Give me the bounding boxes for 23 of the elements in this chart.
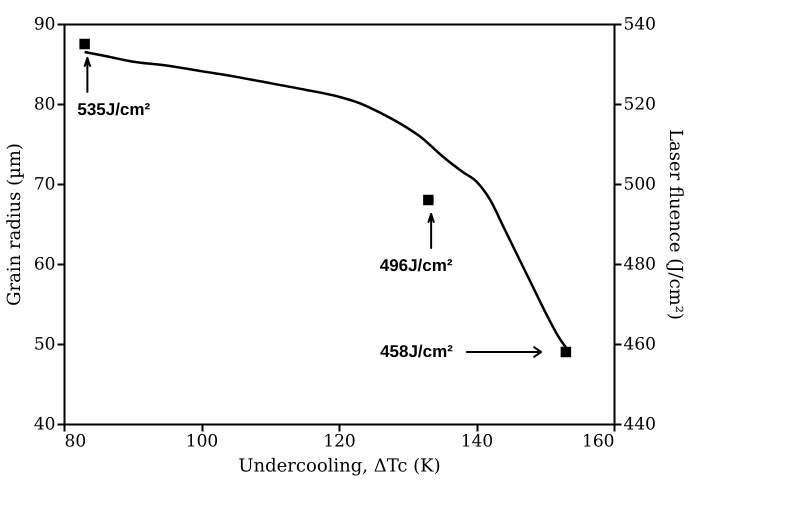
x-tick-label: 140 — [460, 432, 494, 452]
y2-tick-label: 460 — [624, 334, 656, 354]
y2-tick-label: 440 — [624, 414, 656, 434]
y2-tick-label: 520 — [624, 94, 656, 114]
y-tick-label: 60 — [34, 254, 56, 274]
y-tick-label: 70 — [34, 174, 56, 194]
x-tick-label: 80 — [64, 432, 86, 452]
x-tick-label: 120 — [323, 432, 356, 452]
y2-tick-label: 480 — [624, 254, 656, 274]
y-tick-label: 40 — [34, 414, 56, 434]
annotation: 496J/cm² — [380, 256, 453, 275]
x-tick-label: 160 — [582, 432, 614, 452]
y-tick-label: 50 — [34, 334, 56, 354]
y-axis-title: Grain radius (µm) — [4, 143, 25, 306]
annotation: 458J/cm² — [380, 342, 454, 361]
x-tick-label: 100 — [186, 432, 218, 452]
annotation: 535J/cm² — [77, 100, 150, 119]
y-tick-label: 90 — [34, 14, 56, 34]
x-axis-title: Undercooling, ΔTc (K) — [238, 456, 441, 476]
y2-tick-label: 540 — [624, 14, 656, 34]
y-tick-label: 80 — [34, 94, 56, 114]
y2-axis-title: Laser fluence (J/cm²) — [664, 129, 686, 320]
y2-tick-label: 500 — [624, 174, 656, 194]
